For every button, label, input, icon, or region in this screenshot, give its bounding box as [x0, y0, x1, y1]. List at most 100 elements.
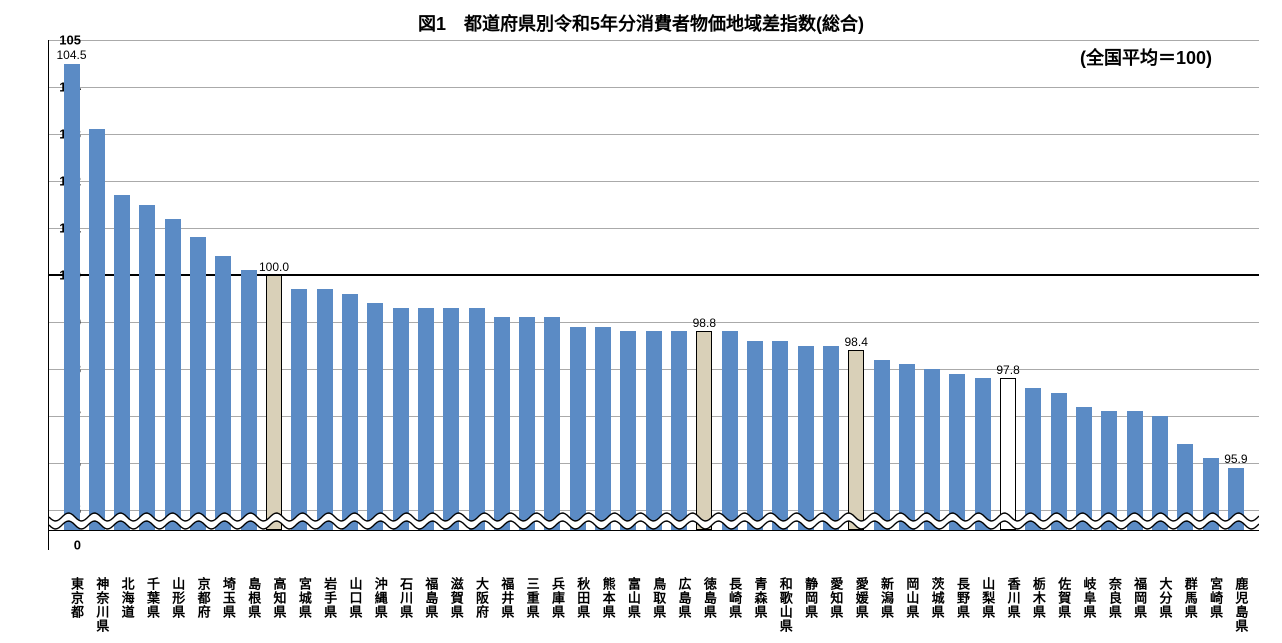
x-axis-label: 青森県: [741, 577, 766, 633]
bar: [519, 317, 535, 530]
bar-slot: [1097, 60, 1122, 530]
x-axis-label: 東京都: [58, 577, 83, 633]
bar-slot: [464, 60, 489, 530]
plot-area: 09596979899100101102103104105104.5100.09…: [48, 40, 1259, 550]
bar-value-label: 95.9: [1224, 452, 1247, 466]
bar: [671, 331, 687, 530]
bar: [646, 331, 662, 530]
bar: [544, 317, 560, 530]
bar: [570, 327, 586, 530]
bar: [899, 364, 915, 530]
bar-slot: [793, 60, 818, 530]
bar: [949, 374, 965, 530]
bar-slot: [363, 60, 388, 530]
bar-slot: [768, 60, 793, 530]
bar-slot: [565, 60, 590, 530]
bar-slot: [667, 60, 692, 530]
bar-slot: [1046, 60, 1071, 530]
x-axis-label: 千葉県: [134, 577, 159, 633]
x-axis-label: 秋田県: [564, 577, 589, 633]
bar: [620, 331, 636, 530]
bar-slot: 97.8: [996, 60, 1021, 530]
bar-value-label: 97.8: [996, 363, 1019, 377]
bar: 98.8: [696, 331, 712, 530]
baseline-zero: [49, 530, 1259, 531]
bar-slot: [1122, 60, 1147, 530]
x-axis-label: 石川県: [387, 577, 412, 633]
bar: [722, 331, 738, 530]
bar: [165, 219, 181, 530]
x-axis-label: 北海道: [109, 577, 134, 633]
x-axis-label: 宮城県: [286, 577, 311, 633]
x-axis-label: 愛媛県: [843, 577, 868, 633]
x-axis-label: 神奈川県: [83, 577, 108, 633]
bar: [342, 294, 358, 530]
x-axis-label: 熊本県: [590, 577, 615, 633]
bar-slot: [717, 60, 742, 530]
x-axis-label: 福島県: [412, 577, 437, 633]
bar: 104.5: [64, 64, 80, 531]
bar-slot: [439, 60, 464, 530]
x-axis-label: 佐賀県: [1045, 577, 1070, 633]
bar-value-label: 98.8: [693, 316, 716, 330]
bar: [89, 129, 105, 530]
x-axis-label: 茨城県: [919, 577, 944, 633]
x-axis-label: 愛知県: [817, 577, 842, 633]
bar-slot: 98.4: [844, 60, 869, 530]
bar: [367, 303, 383, 530]
x-axis-label: 大分県: [1146, 577, 1171, 633]
bar-slot: [337, 60, 362, 530]
x-axis-label: 和歌山県: [767, 577, 792, 633]
bar: [798, 346, 814, 531]
bar: [975, 378, 991, 530]
bar: [114, 195, 130, 530]
bar-slot: [920, 60, 945, 530]
bar-slot: [970, 60, 995, 530]
bar-slot: [742, 60, 767, 530]
bar-slot: [186, 60, 211, 530]
bar-slot: [211, 60, 236, 530]
bar: [215, 256, 231, 530]
bar: [595, 327, 611, 530]
bar-slot: [869, 60, 894, 530]
x-axis-label: 山口県: [336, 577, 361, 633]
y-tick-label: 105: [41, 33, 81, 48]
bar: [494, 317, 510, 530]
bar-slot: [135, 60, 160, 530]
bar-slot: [160, 60, 185, 530]
bar-slot: [312, 60, 337, 530]
bar: [823, 346, 839, 531]
x-axis-label: 宮崎県: [1197, 577, 1222, 633]
bar-slot: [641, 60, 666, 530]
gridline: [49, 40, 1259, 41]
x-axis-label: 香川県: [995, 577, 1020, 633]
bar: [291, 289, 307, 530]
bar-slot: [591, 60, 616, 530]
bar-slot: [1198, 60, 1223, 530]
bar-slot: [515, 60, 540, 530]
x-axis-label: 群馬県: [1172, 577, 1197, 633]
bar: [874, 360, 890, 530]
x-axis-label: 三重県: [514, 577, 539, 633]
bar-slot: [1072, 60, 1097, 530]
bar-slot: [540, 60, 565, 530]
x-axis-label: 島根県: [235, 577, 260, 633]
bar: [924, 369, 940, 530]
bar-slot: [413, 60, 438, 530]
x-axis-label: 岐阜県: [1071, 577, 1096, 633]
bar: [443, 308, 459, 530]
bar-slot: 95.9: [1223, 60, 1248, 530]
bar-slot: 104.5: [59, 60, 84, 530]
x-axis-labels: 東京都神奈川県北海道千葉県山形県京都府埼玉県島根県高知県宮城県岩手県山口県沖縄県…: [58, 577, 1248, 633]
x-axis-label: 長野県: [944, 577, 969, 633]
bar: [1025, 388, 1041, 530]
bar-slot: [818, 60, 843, 530]
x-axis-label: 栃木県: [1020, 577, 1045, 633]
x-axis-label: 長崎県: [716, 577, 741, 633]
bar: 100.0: [266, 275, 282, 530]
bar-slot: [388, 60, 413, 530]
x-axis-label: 奈良県: [1096, 577, 1121, 633]
bar-slot: 100.0: [262, 60, 287, 530]
bar-slot: [945, 60, 970, 530]
x-axis-label: 鹿児島県: [1222, 577, 1247, 633]
